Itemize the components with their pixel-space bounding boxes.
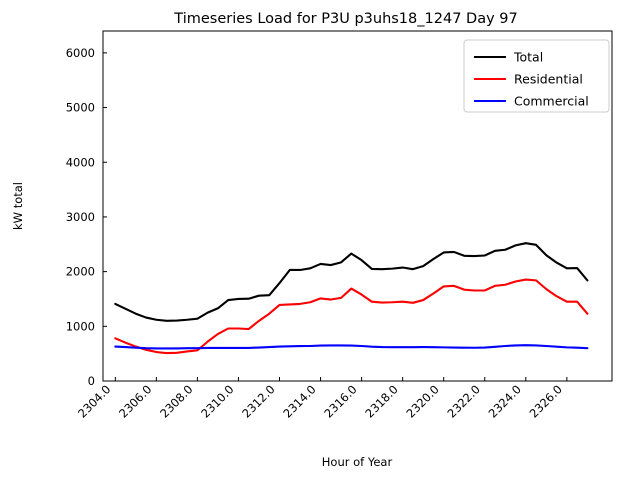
- y-tick-label: 2000: [66, 265, 95, 279]
- x-tick-label: 2316.0: [321, 382, 359, 420]
- plot-frame: [102, 30, 613, 382]
- x-tick-label: 2310.0: [198, 382, 236, 420]
- plot-area-border: [102, 30, 613, 382]
- y-tick-label: 4000: [66, 155, 95, 169]
- x-tick-label: 2312.0: [239, 382, 277, 420]
- x-tick-label: 2308.0: [157, 382, 195, 420]
- x-tick-label: 2326.0: [527, 382, 565, 420]
- y-tick-label: 1000: [66, 319, 95, 333]
- y-tick-label: 6000: [66, 46, 95, 60]
- x-tick-label: 2320.0: [403, 382, 441, 420]
- series-line-residential: [114, 278, 589, 355]
- x-tick-label: 2306.0: [116, 382, 154, 420]
- series-line-commercial: [114, 344, 589, 350]
- y-tick-label: 0: [88, 374, 95, 388]
- legend-label-total: Total: [513, 50, 543, 65]
- x-tick-label: 2318.0: [362, 382, 400, 420]
- y-axis-label-group: kW total: [11, 182, 25, 230]
- x-axis: 2304.0 2306.0 2308.0 2310.0 2312.0 2314.0 2316…: [75, 377, 568, 421]
- series-line-total: [114, 242, 589, 322]
- chart-title-group: Timeseries Load for P3U p3uhs18_1247 Day…: [173, 11, 517, 27]
- legend-label-residential: Residential: [514, 72, 583, 87]
- data-series-group: [114, 242, 589, 355]
- x-axis-label-group: Hour of Year: [322, 455, 393, 469]
- x-tick-label: 2322.0: [445, 382, 483, 420]
- y-tick-label: 3000: [66, 210, 95, 224]
- x-tick-label: 2314.0: [280, 382, 318, 420]
- y-tick-label: 5000: [66, 101, 95, 115]
- x-tick-label: 2324.0: [486, 382, 524, 420]
- legend-label-commercial: Commercial: [514, 94, 589, 109]
- x-axis-label: Hour of Year: [322, 455, 393, 469]
- y-axis: 0 1000 2000 3000 4000 5000 6000: [66, 46, 107, 388]
- y-axis-label: kW total: [11, 182, 25, 230]
- chart-title: Timeseries Load for P3U p3uhs18_1247 Day…: [173, 11, 517, 27]
- chart-legend[interactable]: Total Residential Commercial: [463, 39, 610, 113]
